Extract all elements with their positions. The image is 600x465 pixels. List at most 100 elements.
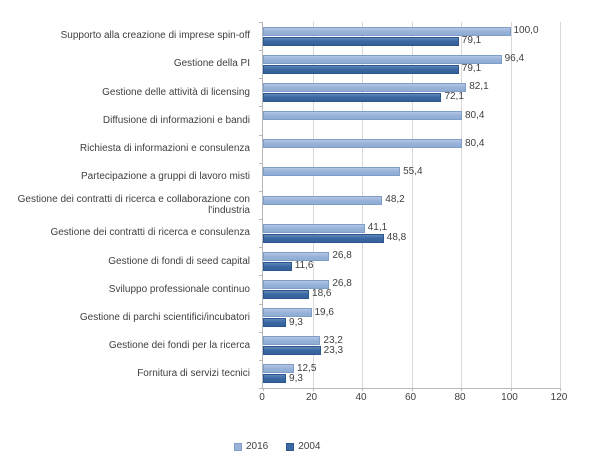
bar-2016 bbox=[263, 308, 312, 318]
bar-2016 bbox=[263, 167, 401, 177]
bar-2016 bbox=[263, 279, 330, 289]
category-label: Richiesta di informazioni e consulenza bbox=[79, 142, 250, 154]
bar-slot-2004 bbox=[263, 177, 560, 187]
bar-2016 bbox=[263, 336, 321, 346]
value-label: 23,3 bbox=[323, 344, 344, 356]
bar-slot-2016: 80,4 bbox=[263, 137, 560, 149]
bar-2004 bbox=[263, 374, 287, 384]
value-label: 79,1 bbox=[461, 35, 482, 47]
bar-slot-2004 bbox=[263, 205, 560, 215]
bar-row: 96,4 79,1 bbox=[263, 50, 560, 78]
x-axis-tick bbox=[510, 388, 512, 391]
bar-2004 bbox=[263, 289, 310, 299]
value-label: 80,4 bbox=[464, 109, 485, 121]
x-axis-tick bbox=[461, 388, 462, 391]
legend-item-2004: 2004 bbox=[286, 441, 321, 452]
bar-row: 80,4 bbox=[263, 106, 560, 134]
value-label: 48,8 bbox=[386, 232, 407, 244]
value-label: 19,6 bbox=[314, 306, 334, 318]
bar-slot-2016: 26,8 bbox=[263, 279, 560, 289]
y-axis-tick bbox=[259, 50, 263, 52]
bar-2004 bbox=[263, 318, 287, 328]
value-label: 72,1 bbox=[444, 91, 464, 103]
x-axis-label: 20 bbox=[305, 392, 318, 403]
bar-2016 bbox=[263, 111, 462, 121]
bar-2004 bbox=[263, 233, 384, 243]
bar-slot-2004 bbox=[263, 121, 560, 131]
y-axis-tick bbox=[259, 190, 263, 192]
y-axis-tick bbox=[259, 331, 263, 333]
y-axis-tick bbox=[259, 303, 263, 305]
bar-2016 bbox=[263, 139, 462, 149]
bar-slot-2004: 48,8 bbox=[263, 233, 560, 243]
legend-label: 2016 bbox=[246, 441, 269, 452]
bar-2004 bbox=[263, 36, 459, 46]
bar-2016 bbox=[263, 82, 467, 92]
y-axis-tick bbox=[259, 359, 263, 361]
value-label: 82,1 bbox=[469, 81, 489, 93]
category-label: Supporto alla creazione di imprese spin-… bbox=[60, 30, 250, 42]
legend-swatch-2004 bbox=[286, 442, 295, 451]
bar-slot-2016: 41,1 bbox=[263, 223, 560, 233]
bar-slot-2016: 96,4 bbox=[263, 54, 560, 64]
bar-slot-2004: 9,3 bbox=[263, 317, 560, 328]
category-label: Sviluppo professionale continuo bbox=[108, 283, 250, 295]
category-label: Gestione dei contratti di ricerca e cons… bbox=[50, 227, 250, 239]
bar-2016 bbox=[263, 26, 511, 36]
value-label: 41,1 bbox=[367, 222, 388, 234]
bar-slot-2016: 23,2 bbox=[263, 334, 560, 346]
bar-2016 bbox=[263, 364, 294, 374]
gridline bbox=[411, 22, 413, 388]
bar-slot-2016: 19,6 bbox=[263, 306, 560, 318]
bar-row: 41,1 48,8 bbox=[263, 219, 560, 247]
value-label: 100,0 bbox=[513, 25, 539, 37]
bar-2004 bbox=[263, 64, 459, 74]
bar-slot-2004: 11,6 bbox=[263, 261, 560, 271]
x-axis-labels: 0 20 40 60 80 100 120 bbox=[259, 392, 567, 407]
bar-2004 bbox=[263, 92, 442, 102]
gridline bbox=[510, 22, 512, 388]
category-label: Gestione dei contratti di ricerca e coll… bbox=[17, 193, 250, 217]
x-axis-tick bbox=[312, 388, 314, 391]
bar-row: 82,1 72,1 bbox=[263, 78, 560, 106]
bar-slot-2004 bbox=[263, 149, 560, 159]
value-label: 80,4 bbox=[464, 137, 485, 149]
value-label: 11,6 bbox=[294, 260, 314, 272]
x-axis-tick bbox=[411, 388, 413, 391]
category-label: Partecipazione a gruppi di lavoro misti bbox=[81, 171, 250, 183]
y-axis-tick bbox=[259, 134, 263, 136]
gridline bbox=[312, 22, 314, 388]
value-label: 96,4 bbox=[504, 53, 525, 65]
x-axis-tick bbox=[263, 388, 264, 391]
x-axis-label: 80 bbox=[454, 392, 466, 403]
gridline bbox=[461, 22, 462, 388]
y-axis-tick bbox=[259, 78, 263, 80]
y-axis-tick bbox=[259, 219, 263, 221]
value-label: 79,1 bbox=[461, 63, 482, 75]
plot-area: 100,0 79,1 96,4 79,1 82,1 72,1 80,4 80,4 55,4 48,… bbox=[259, 22, 561, 391]
x-axis-label: 0 bbox=[259, 392, 265, 403]
bar-row: 80,4 bbox=[263, 135, 560, 163]
bar-rows: 100,0 79,1 96,4 79,1 82,1 72,1 80,4 80,4 55,4 48,… bbox=[263, 22, 560, 388]
bar-slot-2016: 82,1 bbox=[263, 82, 560, 92]
y-axis-tick bbox=[259, 388, 263, 389]
bar-slot-2016: 12,5 bbox=[263, 363, 560, 374]
x-axis-tick bbox=[362, 388, 363, 391]
x-axis-label: 40 bbox=[355, 392, 367, 403]
bar-row: 12,5 9,3 bbox=[263, 360, 560, 388]
x-axis-label: 120 bbox=[550, 392, 568, 403]
x-axis-label: 100 bbox=[501, 392, 518, 403]
legend-label: 2004 bbox=[298, 441, 321, 452]
bar-slot-2004: 9,3 bbox=[263, 373, 560, 384]
category-label: Fornitura di servizi tecnici bbox=[137, 368, 250, 380]
bar-slot-2016: 80,4 bbox=[263, 109, 560, 121]
bar-2016 bbox=[263, 251, 330, 261]
category-label: Gestione di fondi di seed capital bbox=[108, 255, 250, 267]
bar-row: 26,8 11,6 bbox=[263, 247, 560, 275]
value-label: 55,4 bbox=[403, 165, 423, 177]
x-axis-tick bbox=[560, 388, 561, 391]
bar-slot-2004: 23,3 bbox=[263, 344, 560, 356]
bar-slot-2016: 100,0 bbox=[263, 26, 560, 36]
value-label: 23,2 bbox=[323, 334, 343, 346]
